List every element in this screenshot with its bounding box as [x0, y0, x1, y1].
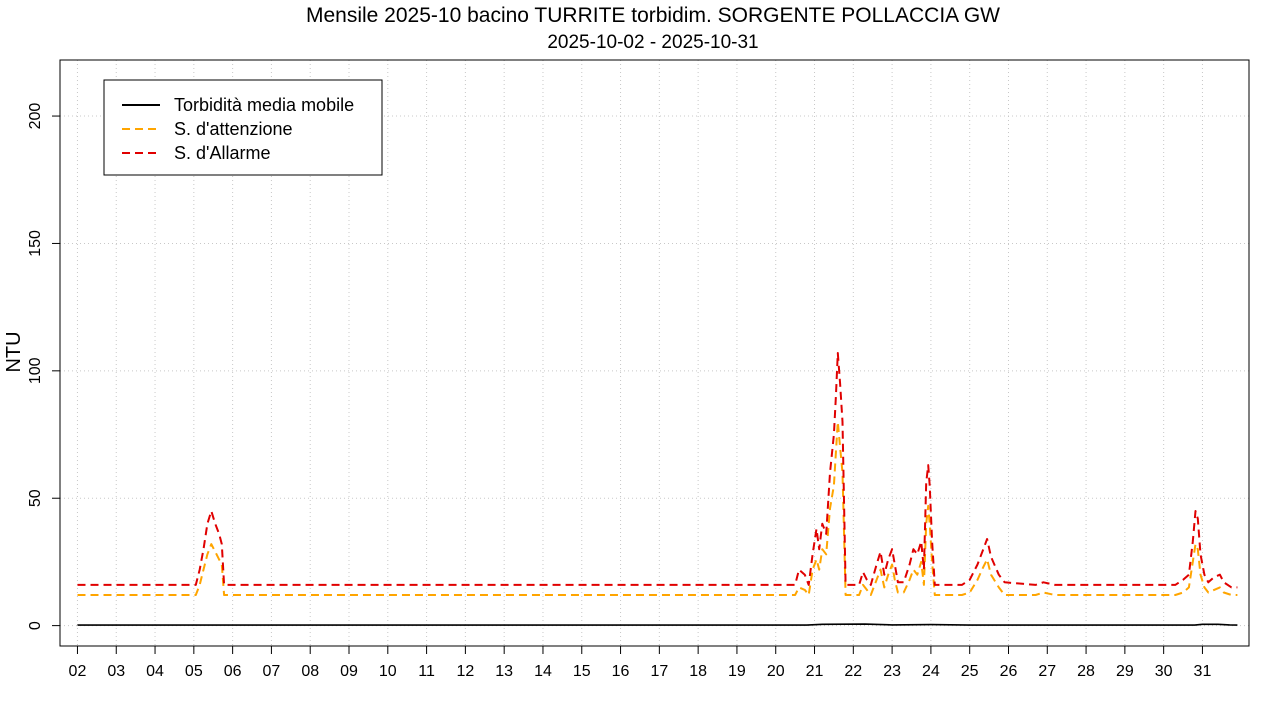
series-line-0	[77, 623, 1238, 626]
legend-box	[103, 79, 383, 176]
x-tick-label: 07	[263, 663, 281, 680]
chart-title: Mensile 2025-10 bacino TURRITE torbidim.…	[306, 4, 1000, 27]
x-tick-label: 09	[340, 663, 358, 680]
y-tick-label: 100	[27, 357, 44, 384]
y-tick-label: 200	[27, 103, 44, 130]
x-tick-label: 22	[844, 663, 862, 680]
grid	[60, 60, 1249, 646]
x-tick-label: 21	[806, 663, 824, 680]
x-tick-label: 31	[1194, 663, 1212, 680]
x-tick-label: 30	[1155, 663, 1173, 680]
series-line-1	[77, 420, 1238, 596]
x-tick-label: 02	[69, 663, 87, 680]
x-tick-label: 24	[922, 663, 940, 680]
x-tick-label: 10	[379, 663, 397, 680]
x-tick-label: 18	[689, 663, 707, 680]
y-tick-label: 50	[27, 489, 44, 507]
x-tick-label: 27	[1038, 663, 1056, 680]
legend-label: S. d'attenzione	[174, 119, 293, 139]
series-line-2	[77, 352, 1238, 589]
series-lines	[77, 352, 1238, 626]
legend-label: S. d'Allarme	[174, 143, 270, 163]
x-tick-label: 14	[534, 663, 552, 680]
y-axis-label: NTU	[3, 331, 25, 372]
x-tick-label: 17	[650, 663, 668, 680]
x-tick-label: 20	[767, 663, 785, 680]
axes: 02 03 04 05 06 07 08 09 10 11 12 13 14 15 16 17 18 19 20 21…	[27, 103, 1211, 680]
x-tick-label: 25	[961, 663, 979, 680]
y-tick-label: 150	[27, 230, 44, 257]
x-tick-label: 29	[1116, 663, 1134, 680]
x-tick-label: 13	[495, 663, 513, 680]
x-tick-label: 05	[185, 663, 203, 680]
legend: Torbidità media mobile S. d'attenzione S. …	[103, 79, 383, 176]
x-tick-label: 26	[1000, 663, 1018, 680]
x-tick-label: 19	[728, 663, 746, 680]
x-tick-label: 23	[883, 663, 901, 680]
x-tick-label: 12	[456, 663, 474, 680]
x-tick-label: 16	[612, 663, 630, 680]
x-tick-label: 04	[146, 663, 164, 680]
legend-label: Torbidità media mobile	[174, 95, 354, 115]
x-tick-label: 03	[107, 663, 125, 680]
y-tick-label: 0	[27, 621, 44, 630]
plot-frame	[59, 59, 1250, 647]
x-tick-label: 08	[301, 663, 319, 680]
x-tick-label: 06	[224, 663, 242, 680]
x-tick-label: 11	[418, 663, 435, 680]
x-tick-label: 28	[1077, 663, 1095, 680]
chart-subtitle: 2025-10-02 - 2025-10-31	[547, 32, 758, 53]
x-tick-label: 15	[573, 663, 591, 680]
